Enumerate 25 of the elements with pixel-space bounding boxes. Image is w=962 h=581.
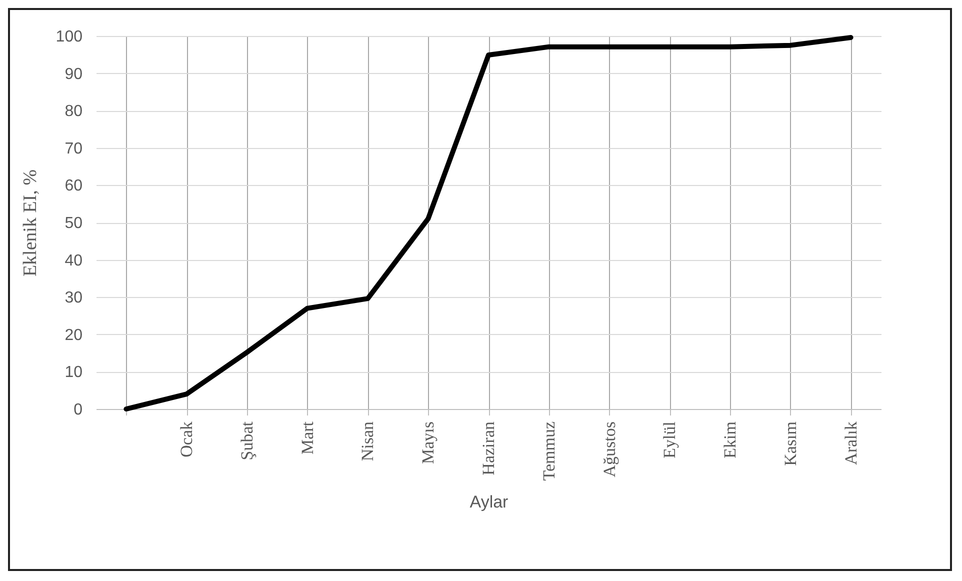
y-tick-label: 50 [64, 215, 83, 232]
y-tick-label: 60 [64, 178, 83, 195]
x-tick-label: Aralık [841, 421, 860, 465]
x-tick-label: Şubat [237, 421, 256, 460]
x-tick-label: Haziran [479, 421, 498, 476]
x-axis-title: Aylar [470, 492, 509, 512]
y-tick-label: 100 [56, 28, 83, 46]
y-tick-label: 70 [64, 140, 83, 158]
y-tick-label: 10 [64, 364, 83, 382]
y-tick-label: 30 [64, 290, 83, 307]
x-tick-label: Mart [298, 421, 317, 455]
y-axis-title: Eklenik EI, % [20, 169, 41, 277]
x-tick-label: Ekim [720, 422, 740, 458]
y-tick-label: 90 [64, 66, 83, 83]
y-tick-label: 0 [74, 402, 83, 418]
x-tick-label: Kasım [780, 422, 800, 466]
x-tick-label: Nisan [358, 421, 378, 462]
y-tick-label: 20 [64, 326, 83, 344]
y-tick-label: 80 [64, 103, 83, 120]
x-tick-label: Temmuz [539, 421, 558, 481]
x-tick-label: Eylül [660, 421, 680, 458]
x-tick-label: Mayıs [418, 422, 438, 464]
x-tick-label: Ocak [177, 421, 196, 458]
y-tick-label: 40 [64, 252, 83, 270]
x-tick-label: Ağustos [600, 422, 619, 478]
